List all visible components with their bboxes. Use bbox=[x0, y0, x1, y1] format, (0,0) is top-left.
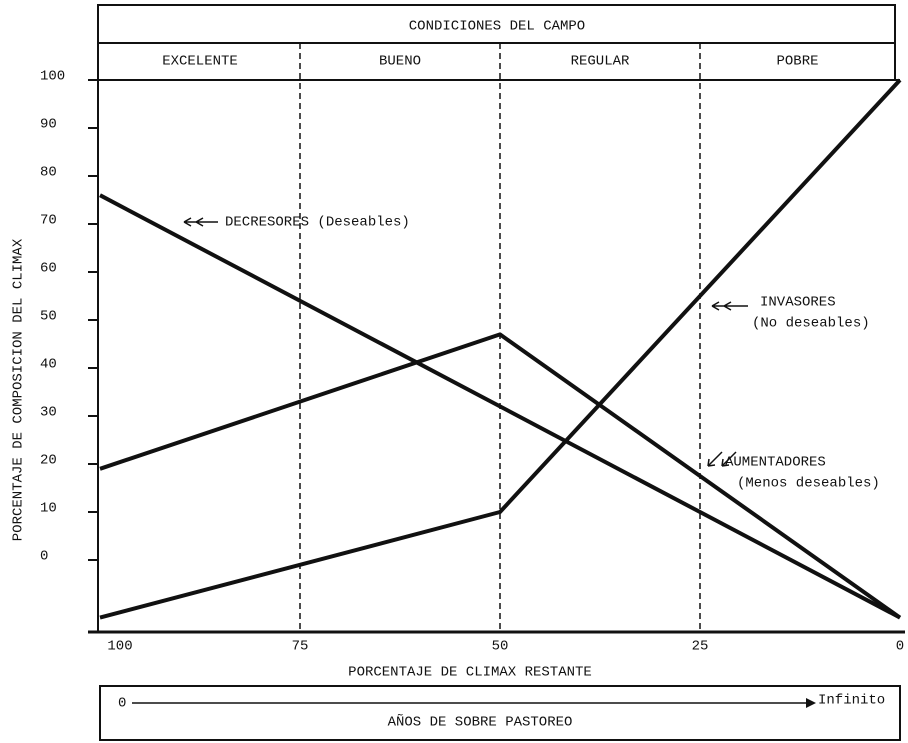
condition-label: POBRE bbox=[776, 54, 818, 70]
y-tick-label: 0 bbox=[40, 549, 48, 565]
series-label: DECRESORES (Deseables) bbox=[225, 215, 410, 231]
annotation-arrows bbox=[183, 217, 748, 467]
condition-label: BUENO bbox=[379, 54, 421, 70]
y-tick-label: 40 bbox=[40, 357, 57, 373]
series-note: (Menos deseables) bbox=[737, 476, 880, 492]
series-line bbox=[99, 332, 902, 620]
series-label: INVASORES bbox=[760, 295, 836, 311]
condition-label: REGULAR bbox=[571, 54, 630, 70]
y-tick-label: 100 bbox=[40, 69, 65, 85]
y-tick-label: 20 bbox=[40, 453, 57, 469]
y-tick-label: 80 bbox=[40, 165, 57, 181]
series-label: AUMENTADORES bbox=[725, 455, 826, 471]
y-tick-label: 70 bbox=[40, 213, 57, 229]
y-tick-label: 10 bbox=[40, 501, 57, 517]
x-tick-label: 50 bbox=[492, 639, 509, 655]
x-tick-label: 75 bbox=[292, 639, 309, 655]
x-tick-label: 0 bbox=[896, 639, 904, 655]
condition-label: EXCELENTE bbox=[162, 54, 238, 70]
header-title: CONDICIONES DEL CAMPO bbox=[409, 19, 585, 35]
y-axis-title: PORCENTAJE DE COMPOSICION DEL CLIMAX bbox=[11, 238, 27, 541]
y-tick-label: 60 bbox=[40, 261, 57, 277]
series-note: (No deseables) bbox=[752, 316, 870, 332]
time-arrow-head bbox=[806, 698, 816, 708]
time-end: Infinito bbox=[818, 693, 885, 709]
x-axis-title: PORCENTAJE DE CLIMAX RESTANTE bbox=[348, 665, 592, 681]
time-box bbox=[99, 685, 901, 741]
time-start: 0 bbox=[118, 696, 126, 712]
y-tick-label: 50 bbox=[40, 309, 57, 325]
series-line bbox=[99, 78, 902, 620]
series-line bbox=[99, 193, 901, 620]
x-tick-label: 100 bbox=[107, 639, 132, 655]
y-tick-label: 30 bbox=[40, 405, 57, 421]
x-tick-label: 25 bbox=[692, 639, 709, 655]
time-label: AÑOS DE SOBRE PASTOREO bbox=[388, 714, 573, 731]
y-tick-label: 90 bbox=[40, 117, 57, 133]
